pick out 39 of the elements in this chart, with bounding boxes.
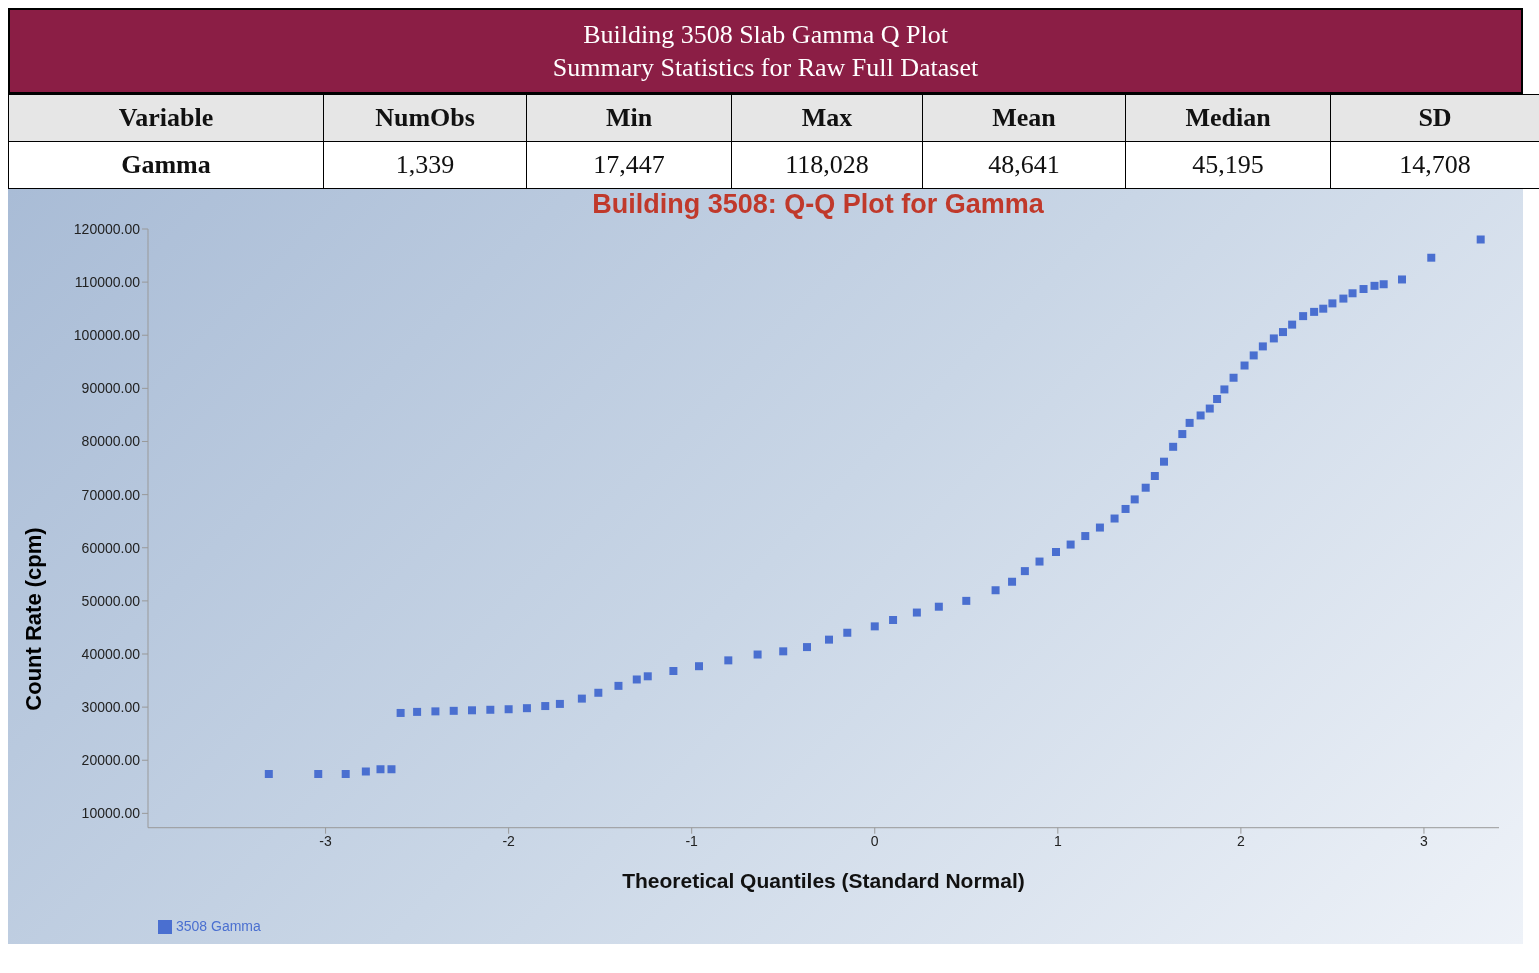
x-tick-label: 3 — [1420, 832, 1429, 849]
x-tick-label: -2 — [502, 832, 516, 849]
x-axis-title: Theoretical Quantiles (Standard Normal) — [622, 868, 1025, 892]
y-tick-label: 90000.00 — [81, 380, 141, 397]
y-tick-label: 120000.00 — [73, 220, 141, 237]
y-tick-label: 60000.00 — [81, 539, 141, 556]
legend-label: 3508 Gamma — [176, 917, 261, 934]
text: Median — [1125, 94, 1331, 142]
y-tick-label: 30000.00 — [81, 699, 141, 716]
y-tick-label: 100000.00 — [73, 327, 141, 344]
y-tick-label: 70000.00 — [81, 486, 141, 503]
text: Summary Statistics for Raw Full Dataset — [551, 52, 980, 84]
x-tick-label: 2 — [1236, 832, 1245, 849]
text: SD — [1330, 94, 1539, 142]
x-tick-label: -3 — [319, 832, 333, 849]
y-axis-title: Count Rate (cpm) — [21, 527, 47, 711]
y-tick-label: 50000.00 — [81, 592, 141, 609]
y-tick-label: 40000.00 — [81, 645, 141, 662]
text: Building 3508 Slab Gamma Q Plot — [582, 19, 949, 51]
text: Min — [526, 94, 732, 142]
text: 45,195 — [1125, 141, 1331, 189]
chart-title: Building 3508: Q-Q Plot for Gamma — [591, 189, 1045, 220]
text: 1,339 — [323, 141, 527, 189]
x-tick-label: 1 — [1053, 832, 1062, 849]
x-tick-label: -1 — [685, 832, 699, 849]
text: Gamma — [8, 141, 324, 189]
y-tick-label: 20000.00 — [81, 752, 141, 769]
y-tick-label: 80000.00 — [81, 433, 141, 450]
text: Max — [731, 94, 923, 142]
text: 118,028 — [731, 141, 923, 189]
text: Mean — [922, 94, 1126, 142]
text: 48,641 — [922, 141, 1126, 189]
x-tick-label: 0 — [870, 832, 879, 849]
text: NumObs — [323, 94, 527, 142]
text: 17,447 — [526, 141, 732, 189]
y-tick-label: 110000.00 — [74, 274, 141, 291]
text: Variable — [8, 94, 324, 142]
y-tick-label: 10000.00 — [81, 805, 141, 822]
text: 14,708 — [1330, 141, 1539, 189]
